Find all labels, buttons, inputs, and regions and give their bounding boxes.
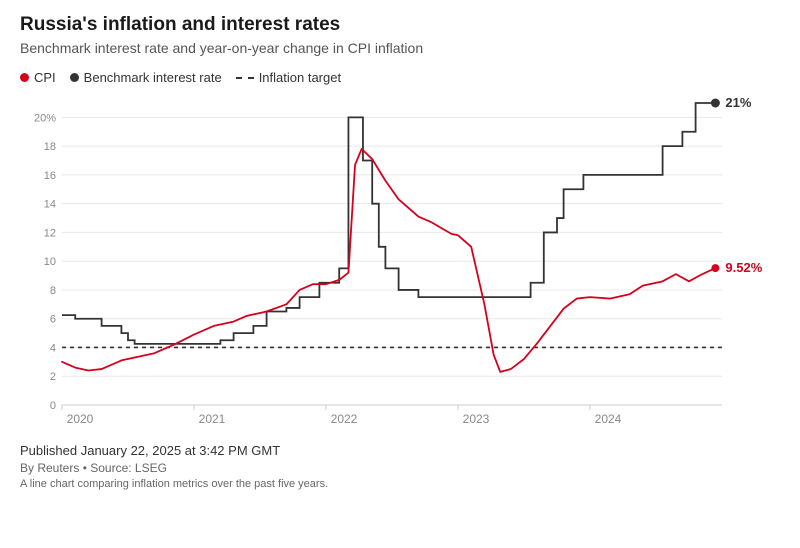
svg-text:2022: 2022 xyxy=(331,412,358,426)
svg-text:2: 2 xyxy=(50,371,56,383)
chart-area: 0 2 4 6 8 10 12 14 16 18 20% 2020 2021 2022 2023 2024 21… xyxy=(20,93,780,433)
byline-line: By Reuters • Source: LSEG xyxy=(20,461,780,475)
svg-text:4: 4 xyxy=(50,342,56,354)
svg-text:0: 0 xyxy=(50,400,56,412)
legend-label-benchmark: Benchmark interest rate xyxy=(84,70,222,85)
legend: CPI Benchmark interest rate Inflation ta… xyxy=(20,70,780,85)
legend-dot-cpi xyxy=(20,73,29,82)
svg-text:2021: 2021 xyxy=(199,412,226,426)
published-line: Published January 22, 2025 at 3:42 PM GM… xyxy=(20,443,780,458)
svg-text:6: 6 xyxy=(50,314,56,326)
legend-dot-benchmark xyxy=(70,73,79,82)
legend-label-target: Inflation target xyxy=(259,70,341,85)
description-line: A line chart comparing inflation metrics… xyxy=(20,478,780,490)
svg-text:18: 18 xyxy=(44,141,56,153)
svg-text:20%: 20% xyxy=(34,112,56,124)
legend-label-cpi: CPI xyxy=(34,70,56,85)
svg-text:10: 10 xyxy=(44,256,56,268)
footer: Published January 22, 2025 at 3:42 PM GM… xyxy=(20,443,780,490)
svg-text:8: 8 xyxy=(50,285,56,297)
legend-item-cpi: CPI xyxy=(20,70,56,85)
svg-text:12: 12 xyxy=(44,227,56,239)
chart-svg: 0 2 4 6 8 10 12 14 16 18 20% 2020 2021 2022 2023 2024 21… xyxy=(20,93,780,433)
svg-text:9.52%: 9.52% xyxy=(725,260,762,275)
legend-item-benchmark: Benchmark interest rate xyxy=(70,70,222,85)
legend-item-target: Inflation target xyxy=(236,70,341,85)
svg-text:2020: 2020 xyxy=(67,412,94,426)
svg-text:21%: 21% xyxy=(725,95,751,110)
legend-dash-target xyxy=(236,77,254,79)
chart-subtitle: Benchmark interest rate and year-on-year… xyxy=(20,40,780,56)
chart-title: Russia's inflation and interest rates xyxy=(20,14,780,36)
svg-text:2024: 2024 xyxy=(595,412,622,426)
svg-text:14: 14 xyxy=(44,199,56,211)
svg-text:2023: 2023 xyxy=(463,412,490,426)
svg-text:16: 16 xyxy=(44,170,56,182)
